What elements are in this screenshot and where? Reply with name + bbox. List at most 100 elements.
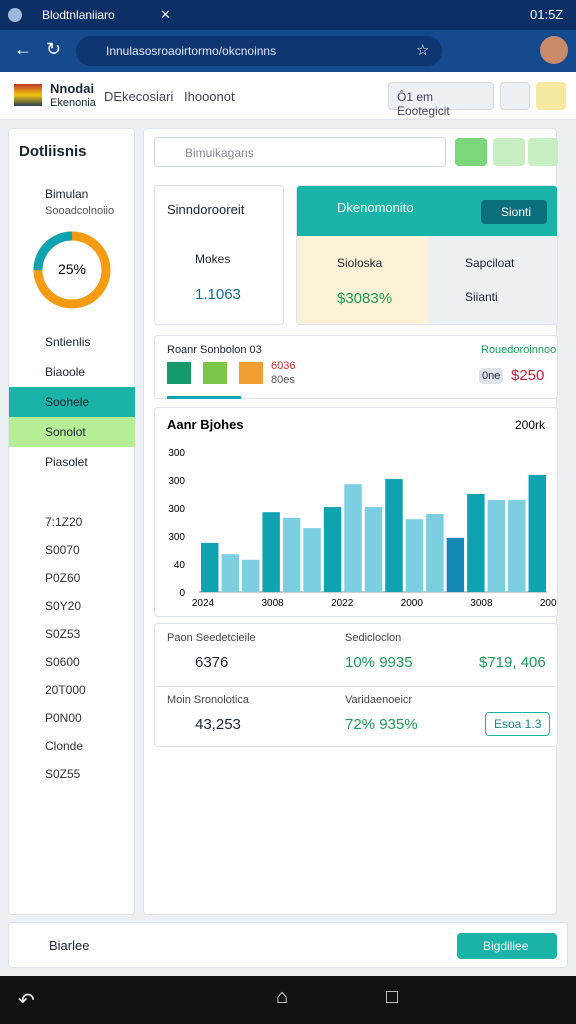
bar [364, 507, 383, 592]
list-item[interactable]: P0Z60 [45, 571, 81, 585]
clock: 01:5Z [530, 7, 564, 22]
strip-amount: $250 [511, 367, 545, 384]
back-button[interactable]: ← [14, 39, 32, 59]
donut-label: 25% [58, 261, 86, 277]
tab[interactable]: Ihooonot [184, 89, 235, 104]
stat-label: Varidaenoeicr [345, 694, 413, 706]
x-axis-label: 2024 [192, 598, 215, 609]
list-item[interactable]: S0Z55 [45, 767, 81, 781]
header-button[interactable]: Ô1 em Eootegicit [388, 82, 494, 118]
main-panel: Bimuikagans Sinndorooreit Mokes 1.1063 D… [143, 128, 563, 915]
tab[interactable]: DEkecosiari [104, 89, 174, 104]
donut: 25% [33, 231, 111, 309]
nav-recent[interactable]: □ [386, 986, 399, 1008]
strip-badge: 0ne [479, 368, 503, 384]
strip-note: 80es [271, 374, 295, 386]
icon-button[interactable] [500, 82, 530, 110]
footer-button[interactable]: Bigdiliee [457, 933, 557, 959]
sidebar-title: Dotliisnis [19, 143, 87, 160]
menu-item[interactable]: Biaoole [45, 365, 86, 379]
list-item[interactable]: S0600 [45, 655, 80, 669]
y-axis-label: 300 [168, 448, 185, 459]
x-axis-label: 3008 [470, 598, 493, 609]
stat-value: $719, 406 [479, 654, 546, 671]
menu-item[interactable]: Piasolet [45, 455, 88, 469]
url-field[interactable]: Innulasosroaoirtormo/okcnoinns ☆ [76, 36, 442, 66]
stat-label: Moin Sronolotica [167, 694, 249, 706]
list-item[interactable]: 7:1Z20 [45, 515, 83, 529]
bar [467, 494, 485, 592]
bar [528, 474, 546, 592]
bar [221, 554, 239, 592]
x-axis-label: 2006 [540, 598, 557, 609]
icon-button[interactable] [455, 138, 487, 166]
y-axis-label: 40 [174, 560, 186, 571]
decoration [8, 8, 22, 22]
cell-label: Sapciloat [465, 256, 515, 270]
summary-card: Sinndorooreit Mokes 1.1063 [154, 185, 284, 325]
bar [487, 500, 506, 592]
url: Innulasosroaoirtormo/okcnoinns [106, 44, 277, 58]
stat-value: 43,253 [195, 716, 241, 733]
card-title: Sinndorooreit [167, 202, 245, 217]
bar [241, 559, 260, 592]
chart-card: Aanr Bjohes 200rk 300 300 300 300 40 0 2024 300… [154, 407, 563, 617]
y-axis-label: 300 [168, 504, 185, 515]
decoration: ☆ [416, 42, 430, 59]
x-axis-label: 3008 [261, 598, 284, 609]
strip-title: Roanr Sonbolon 03 [167, 344, 262, 356]
menu-item[interactable]: Sonolot [45, 425, 86, 439]
nav-back[interactable]: ↶ [18, 990, 35, 1012]
stat-label: Paon Seedetcieile [167, 632, 256, 644]
list-item[interactable]: 20T000 [45, 683, 86, 697]
cell-label: Sioloska [337, 256, 383, 270]
bar-chart: Aanr Bjohes 200rk 300 300 300 300 40 0 2024 300… [167, 417, 563, 609]
nav-home[interactable]: ⌂ [276, 986, 289, 1008]
cell-label: Siianti [465, 290, 498, 304]
search-field[interactable]: Bimuikagans [154, 137, 446, 167]
section-sub: Sooadcolnoiio [45, 205, 115, 217]
icon-button[interactable] [528, 138, 558, 166]
close-tab[interactable]: ✕ [160, 7, 171, 22]
menu-item[interactable]: Sntienlis [45, 335, 91, 349]
bar [344, 484, 362, 592]
bar [405, 519, 424, 592]
donut-arc [33, 231, 111, 309]
stats-card: Paon Seedetcieile 6376 Sedicloclon 10% 9935… [154, 623, 558, 747]
status-title: Dkenomonito [337, 200, 414, 215]
y-axis-label: 0 [179, 588, 185, 599]
bottom-bar: Biarlee Bigdiliee [8, 922, 568, 968]
reload-button[interactable]: ↻ [46, 39, 62, 59]
decoration [239, 362, 263, 384]
stat-value: 6376 [195, 654, 229, 671]
x-axis-label: 2022 [331, 598, 354, 609]
footer-label: Biarlee [49, 938, 90, 953]
icon-button[interactable] [493, 138, 525, 166]
strip-link[interactable]: Rouedoroinnoo [481, 344, 557, 356]
list-item[interactable]: P0N00 [45, 711, 82, 725]
section-title: Bimulan [45, 187, 89, 201]
avatar[interactable] [540, 36, 568, 64]
card-value: 1.1063 [195, 286, 241, 303]
y-axis-label: 300 [168, 476, 185, 487]
bar [323, 507, 342, 592]
icon-button[interactable] [536, 82, 566, 110]
list-item[interactable]: S0Y20 [45, 599, 82, 613]
list-item[interactable]: S0Z53 [45, 627, 81, 641]
decoration [167, 362, 191, 384]
x-axis-label: 2000 [401, 598, 424, 609]
menu-item[interactable]: Soohele [45, 395, 90, 409]
list-item[interactable]: Clonde [45, 739, 84, 753]
bar [508, 500, 526, 592]
brand: Nnodai [50, 81, 95, 96]
bar [201, 543, 219, 592]
status-button[interactable]: Sionti [481, 200, 547, 224]
logo [14, 84, 42, 106]
card-label: Mokes [195, 252, 231, 266]
stat-value: 72% 935% [345, 716, 418, 733]
bar [282, 517, 301, 592]
bar [262, 512, 280, 592]
list-item[interactable]: S0070 [45, 543, 80, 557]
bar [385, 479, 403, 592]
nav-bar: ↶ ⌂ □ [0, 976, 576, 1024]
